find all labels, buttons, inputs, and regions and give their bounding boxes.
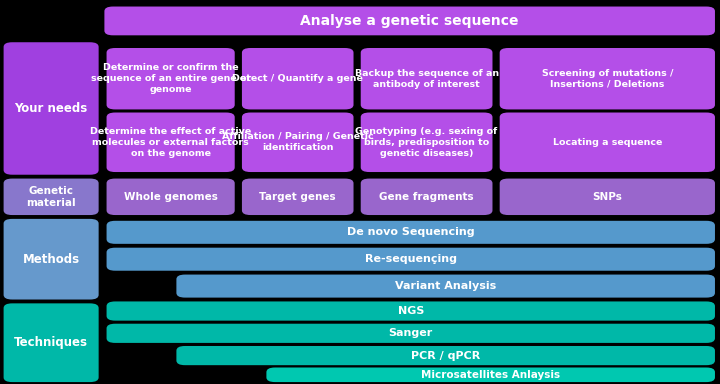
FancyBboxPatch shape (4, 219, 99, 300)
Text: Re-sequençing: Re-sequençing (365, 254, 456, 264)
Text: Genotyping (e.g. sexing of
birds, predisposition to
genetic diseases): Genotyping (e.g. sexing of birds, predis… (356, 127, 498, 158)
FancyBboxPatch shape (266, 367, 715, 382)
FancyBboxPatch shape (361, 48, 492, 109)
Text: PCR / qPCR: PCR / qPCR (411, 351, 480, 361)
Text: SNPs: SNPs (593, 192, 622, 202)
Text: Determine the effect of active
molecules or external factors
on the genome: Determine the effect of active molecules… (90, 127, 251, 158)
FancyBboxPatch shape (107, 221, 715, 244)
FancyBboxPatch shape (4, 42, 99, 175)
Text: Determine or confirm the
sequence of an entire gene or
genome: Determine or confirm the sequence of an … (91, 63, 251, 94)
Text: De novo Sequencing: De novo Sequencing (347, 227, 474, 237)
FancyBboxPatch shape (361, 113, 492, 172)
Text: Locating a sequence: Locating a sequence (553, 138, 662, 147)
Text: Sanger: Sanger (389, 328, 433, 338)
FancyBboxPatch shape (107, 113, 235, 172)
Text: Detect / Quantify a gene: Detect / Quantify a gene (233, 74, 363, 83)
Text: NGS: NGS (397, 306, 424, 316)
Text: Methods: Methods (22, 253, 80, 266)
FancyBboxPatch shape (176, 346, 715, 365)
Text: Screening of mutations /
Insertions / Deletions: Screening of mutations / Insertions / De… (541, 69, 673, 89)
FancyBboxPatch shape (500, 113, 715, 172)
FancyBboxPatch shape (500, 179, 715, 215)
Text: Your needs: Your needs (14, 102, 88, 115)
Text: Microsatellites Anlaysis: Microsatellites Anlaysis (421, 370, 560, 380)
Text: Affiliation / Pairing / Genetic
identification: Affiliation / Pairing / Genetic identifi… (222, 132, 374, 152)
FancyBboxPatch shape (104, 7, 715, 35)
Text: Techniques: Techniques (14, 336, 88, 349)
Text: Gene fragments: Gene fragments (379, 192, 474, 202)
Text: Target genes: Target genes (259, 192, 336, 202)
FancyBboxPatch shape (361, 179, 492, 215)
FancyBboxPatch shape (4, 179, 99, 215)
Text: Genetic
material: Genetic material (27, 185, 76, 208)
FancyBboxPatch shape (500, 48, 715, 109)
FancyBboxPatch shape (176, 275, 715, 298)
FancyBboxPatch shape (4, 303, 99, 382)
Text: Variant Analysis: Variant Analysis (395, 281, 496, 291)
FancyBboxPatch shape (107, 48, 235, 109)
FancyBboxPatch shape (242, 113, 354, 172)
FancyBboxPatch shape (242, 179, 354, 215)
Text: Backup the sequence of an
antibody of interest: Backup the sequence of an antibody of in… (354, 69, 499, 89)
Text: Analyse a genetic sequence: Analyse a genetic sequence (300, 14, 519, 28)
FancyBboxPatch shape (107, 324, 715, 343)
Text: Whole genomes: Whole genomes (124, 192, 217, 202)
FancyBboxPatch shape (107, 248, 715, 271)
FancyBboxPatch shape (107, 301, 715, 321)
FancyBboxPatch shape (242, 48, 354, 109)
FancyBboxPatch shape (107, 179, 235, 215)
